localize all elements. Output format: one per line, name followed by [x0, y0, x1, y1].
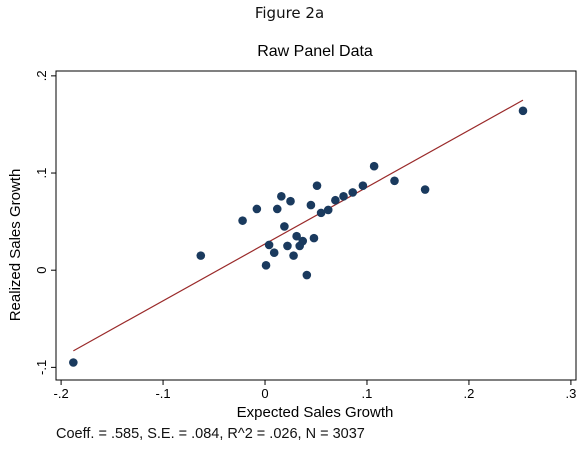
axes: -.2 -.1 0 .1 .2 .3 -.1 0 .1 .2 [34, 70, 576, 401]
x-tick-label: -.2 [54, 386, 69, 401]
y-axis-label: Realized Sales Growth [7, 169, 24, 322]
regression-footnote: Coeff. = .585, S.E. = .084, R^2 = .026, … [56, 426, 365, 442]
data-point [238, 216, 247, 225]
x-tick-label: .3 [565, 386, 576, 401]
data-point [309, 233, 319, 243]
data-point [264, 240, 274, 250]
data-point [269, 248, 279, 258]
x-axis-label: Expected Sales Growth [237, 404, 394, 421]
points-group [69, 106, 528, 367]
fit-line-group [73, 99, 524, 352]
data-point [302, 270, 312, 280]
data-point [261, 261, 271, 270]
data-point [390, 176, 399, 186]
chart-title: Raw Panel Data [257, 43, 373, 60]
x-tick-label: 0 [261, 386, 268, 401]
data-point [292, 231, 301, 241]
data-point [277, 192, 286, 201]
y-tick-label: .1 [34, 168, 49, 179]
data-point [518, 106, 528, 116]
x-tick-label: -.1 [155, 386, 170, 401]
data-point [306, 200, 316, 210]
y-tick-label: .2 [34, 70, 49, 81]
scatter-chart: Raw Panel Data -.2 -.1 0 .1 .2 .3 -.1 0 .1 .2 Exp… [7, 43, 577, 421]
data-point [316, 208, 326, 218]
data-point [420, 185, 430, 194]
x-tick-label: .1 [362, 386, 373, 401]
figure-label: Figure 2a [254, 4, 325, 22]
data-point [196, 251, 206, 260]
data-point [69, 358, 78, 367]
data-point [289, 251, 298, 260]
plot-frame [55, 70, 577, 381]
y-tick-label: 0 [34, 267, 49, 274]
fit-line [73, 99, 524, 352]
data-point [280, 222, 289, 231]
data-point [298, 236, 308, 246]
data-point [272, 204, 282, 214]
data-point [339, 192, 348, 201]
data-point [312, 181, 322, 190]
data-point [358, 181, 368, 190]
data-point [331, 195, 340, 205]
y-tick-label: -.1 [34, 360, 49, 375]
data-point [283, 241, 292, 251]
data-point [252, 204, 262, 214]
data-point [348, 188, 358, 197]
x-tick-label: .2 [464, 386, 475, 401]
data-point [286, 196, 295, 206]
data-point [369, 161, 379, 171]
data-point [323, 205, 333, 215]
